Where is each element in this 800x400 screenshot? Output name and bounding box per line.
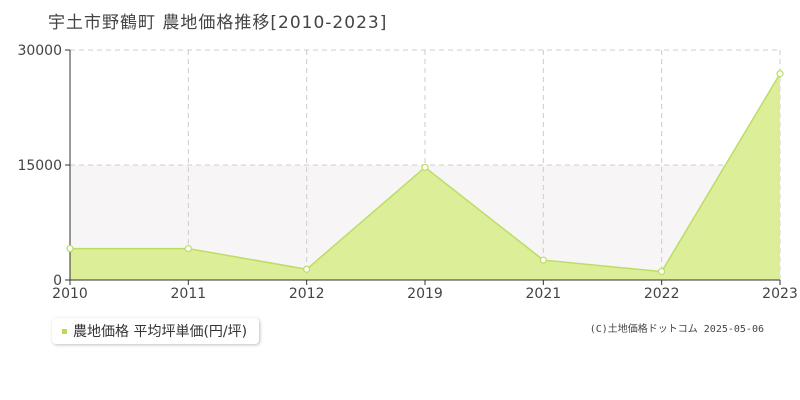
data-point	[184, 244, 192, 253]
y-tick-label: 30000	[17, 43, 62, 59]
y-tick-label: 0	[53, 273, 62, 289]
data-point	[539, 256, 547, 264]
series-area	[70, 73, 780, 281]
legend: 農地価格 平均坪単価(円/坪)	[52, 318, 260, 344]
data-point	[66, 244, 74, 253]
legend-label: 農地価格 平均坪単価(円/坪)	[73, 324, 248, 340]
x-tick-label: 2022	[644, 286, 680, 302]
x-tick-label: 2010	[52, 286, 88, 302]
chart-title: 宇土市野鶴町 農地価格推移[2010-2023]	[48, 13, 388, 33]
data-point	[421, 163, 429, 171]
data-point	[303, 265, 311, 273]
x-tick-label: 2023	[762, 286, 798, 302]
legend-swatch	[62, 328, 67, 334]
x-tick-label: 2012	[289, 286, 325, 302]
data-point	[776, 70, 784, 78]
y-tick-label: 15000	[17, 158, 62, 174]
x-tick-label: 2021	[526, 286, 562, 302]
x-tick-label: 2011	[171, 286, 207, 302]
copyright-text: (C)土地価格ドットコム 2025-05-06	[589, 324, 764, 335]
x-tick-label: 2019	[407, 286, 443, 302]
data-point	[658, 267, 666, 276]
